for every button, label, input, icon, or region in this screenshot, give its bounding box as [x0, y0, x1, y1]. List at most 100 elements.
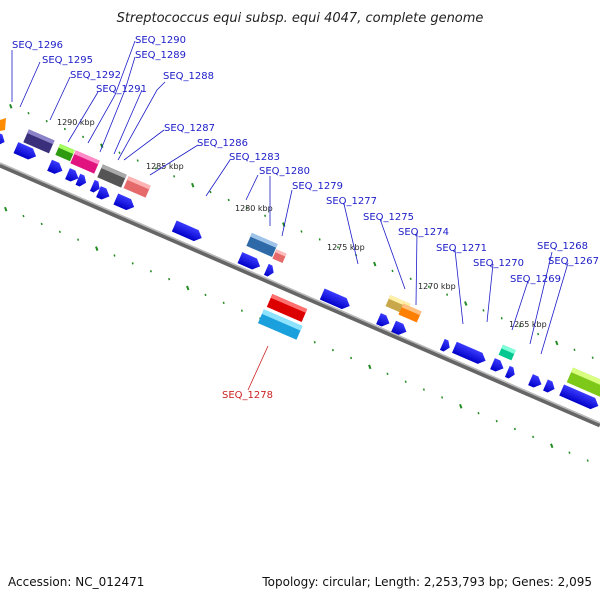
gene-block-seq-1295	[23, 129, 55, 154]
scale-tick	[222, 301, 225, 305]
gene-label-seq-1275: SEQ_1275	[363, 212, 414, 223]
scale-tick	[204, 293, 207, 297]
gene-label-seq-1268: SEQ_1268	[537, 241, 588, 252]
gene-block-seq-1267	[566, 367, 600, 397]
gene-arrow	[96, 186, 110, 200]
gene-block-seq-1280	[246, 233, 278, 257]
gene-block-seq-1289	[97, 164, 127, 188]
gene-label-seq-1291: SEQ_1291	[96, 84, 147, 95]
scale-tick	[391, 269, 394, 273]
gene-arrow	[319, 288, 350, 310]
gene-arrow	[171, 220, 202, 242]
scale-tick	[350, 356, 353, 360]
scale-tick	[573, 348, 576, 352]
scale-tick	[40, 222, 43, 226]
scale-tick	[77, 238, 80, 241]
scale-tick	[58, 230, 61, 234]
scale-tick	[131, 262, 134, 265]
gene-label-seq-1289: SEQ_1289	[135, 50, 186, 61]
scale-tick	[422, 388, 425, 391]
leader-line-seq-1278	[247, 345, 269, 391]
gene-arrow	[13, 142, 37, 160]
kbp-label: 1285 kbp	[146, 162, 184, 171]
gene-arrow	[452, 341, 486, 364]
scale-tick	[118, 151, 121, 154]
gene-arrow	[75, 173, 87, 187]
gene-label-seq-1295: SEQ_1295	[42, 55, 93, 66]
gene-label-seq-1280: SEQ_1280	[259, 166, 310, 177]
scale-tick	[427, 285, 430, 288]
gene-arrow	[528, 374, 542, 388]
scale-tick	[591, 356, 594, 359]
scale-tick	[22, 214, 25, 218]
gene-block-seq-1278-red	[266, 294, 308, 322]
scale-tick	[95, 246, 99, 251]
scale-tick	[113, 254, 116, 257]
gene-arrow	[376, 313, 390, 327]
kbp-label: 1275 kbp	[327, 243, 365, 252]
gene-label-seq-1287: SEQ_1287	[164, 123, 215, 134]
genome-backbone	[0, 162, 600, 428]
gene-block-seq-1296	[0, 118, 6, 131]
gene-arrow	[263, 263, 274, 277]
scale-tick	[227, 198, 230, 202]
kbp-label: 1270 kbp	[418, 282, 456, 291]
scale-tick	[459, 403, 463, 409]
gene-arrow	[504, 365, 515, 379]
scale-tick	[404, 380, 407, 383]
scale-tick	[537, 332, 540, 336]
gene-block-seq-1288	[123, 176, 151, 198]
gene-label-seq-1279: SEQ_1279	[292, 181, 343, 192]
gene-block-seq-1279	[272, 249, 287, 263]
scale-tick	[136, 159, 139, 162]
topology-text: Topology: circular; Length: 2,253,793 bp…	[261, 575, 592, 589]
scale-tick	[63, 127, 66, 131]
scale-tick	[336, 246, 339, 249]
scale-tick	[318, 238, 321, 241]
gene-label-seq-1296: SEQ_1296	[12, 40, 63, 51]
gene-label-seq-1283: SEQ_1283	[229, 152, 280, 163]
gene-block-seq-1278-cyan	[257, 309, 303, 340]
scale-tick	[27, 112, 30, 115]
gene-block-seq-1270	[498, 344, 516, 361]
scale-tick	[555, 340, 559, 346]
gene-label-seq-1277: SEQ_1277	[326, 196, 377, 207]
scale-tick	[245, 206, 248, 210]
scale-tick	[550, 443, 554, 449]
scale-tick	[409, 277, 412, 281]
gene-arrow	[65, 168, 79, 182]
gene-arrow	[439, 338, 450, 352]
gene-arrow	[47, 159, 63, 174]
kbp-label: 1265 kbp	[509, 320, 547, 329]
gene-arrow	[89, 179, 100, 193]
forward-strand-genes	[0, 118, 600, 397]
gene-label-seq-1269: SEQ_1269	[510, 274, 561, 285]
gene-label-seq-1292: SEQ_1292	[70, 70, 121, 81]
scale-tick	[500, 317, 503, 320]
scale-tick	[240, 309, 243, 312]
kbp-label: 1280 kbp	[235, 204, 273, 213]
scale-tick	[513, 427, 516, 431]
scale-tick	[477, 412, 480, 415]
gene-label-seq-1288: SEQ_1288	[163, 71, 214, 82]
scale-tick	[264, 214, 267, 217]
gene-arrow	[237, 252, 261, 270]
gene-label-seq-1278: SEQ_1278	[222, 390, 273, 401]
scale-tick	[9, 103, 13, 109]
label-leader-lines	[11, 40, 569, 355]
scale-ticks	[4, 103, 594, 462]
scale-tick	[191, 182, 195, 188]
gene-arrow	[559, 384, 599, 410]
scale-tick	[482, 309, 485, 312]
scale-tick	[186, 285, 190, 291]
blue-gene-arrows	[0, 132, 599, 410]
gene-label-seq-1286: SEQ_1286	[197, 138, 248, 149]
scale-tick	[4, 206, 8, 212]
gene-block-seq-1292	[55, 143, 75, 162]
scale-tick	[82, 135, 85, 139]
gene-arrow	[0, 132, 5, 146]
scale-tick	[209, 190, 212, 194]
scale-tick	[464, 301, 468, 306]
map-title: Streptococcus equi subsp. equi 4047, com…	[117, 11, 484, 26]
